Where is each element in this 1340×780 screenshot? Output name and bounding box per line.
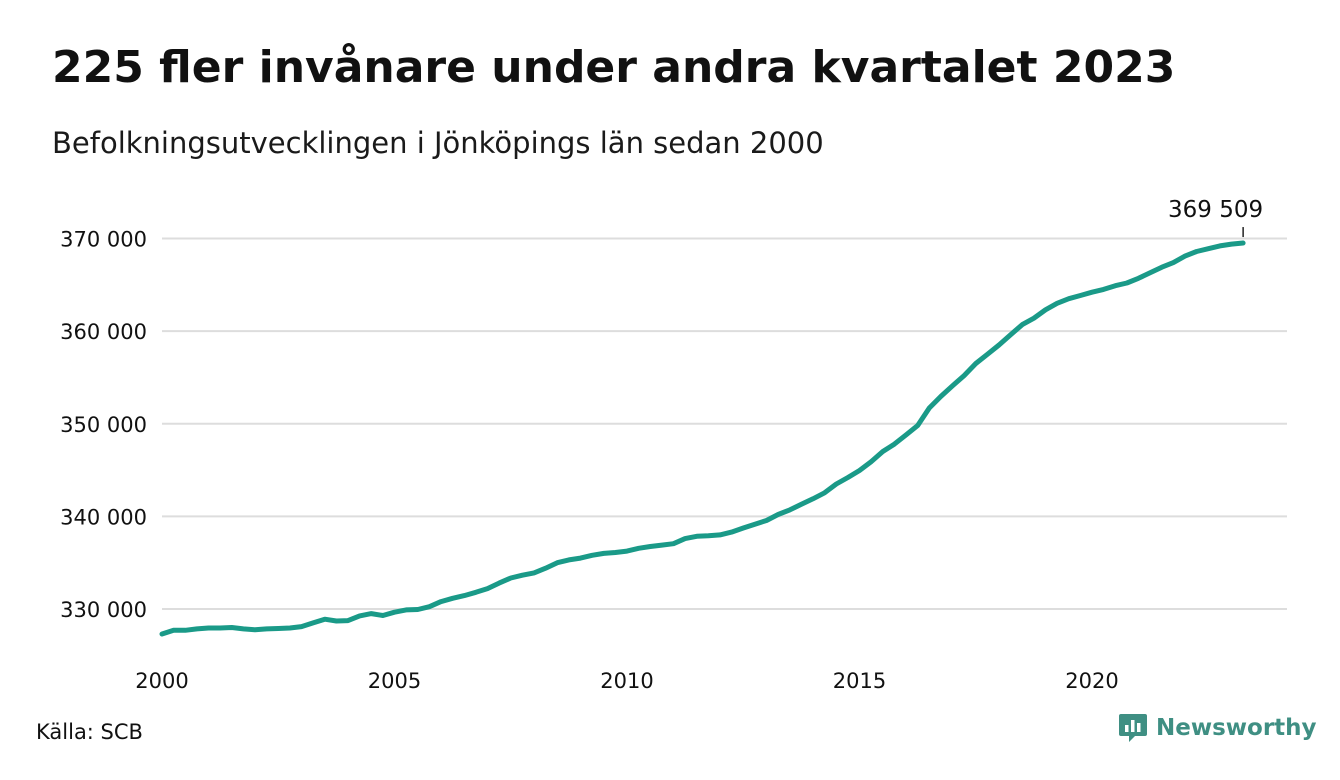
y-tick-label: 350 000 bbox=[60, 413, 147, 437]
x-tick-label: 2010 bbox=[600, 669, 653, 693]
x-tick-label: 2000 bbox=[135, 669, 188, 693]
newsworthy-logo-icon bbox=[1119, 714, 1147, 742]
x-tick-label: 2005 bbox=[368, 669, 421, 693]
gridlines bbox=[162, 237, 1287, 610]
chart-title: 225 fler invånare under andra kvartalet … bbox=[52, 42, 1176, 93]
chart-subtitle: Befolkningsutvecklingen i Jönköpings län… bbox=[52, 126, 824, 160]
x-axis-tick-labels: 2000 2005 2010 2015 2020 bbox=[135, 669, 1118, 693]
brand-name: Newsworthy bbox=[1156, 715, 1317, 741]
series-line bbox=[159, 240, 1246, 637]
y-tick-label: 340 000 bbox=[60, 505, 147, 529]
series-layer bbox=[159, 240, 1246, 637]
source-note: Källa: SCB bbox=[36, 720, 143, 744]
y-tick-label: 330 000 bbox=[60, 598, 147, 622]
y-axis-tick-labels: 330 000 340 000 350 000 360 000 370 000 bbox=[60, 228, 147, 623]
x-tick-label: 2015 bbox=[833, 669, 886, 693]
y-tick-label: 370 000 bbox=[60, 228, 147, 252]
x-tick-label: 2020 bbox=[1065, 669, 1118, 693]
annotation-layer: 369 509 bbox=[1168, 197, 1263, 238]
y-tick-label: 360 000 bbox=[60, 320, 147, 344]
annotation-label: 369 509 bbox=[1168, 197, 1263, 223]
brand-logo: Newsworthy bbox=[1118, 712, 1317, 744]
